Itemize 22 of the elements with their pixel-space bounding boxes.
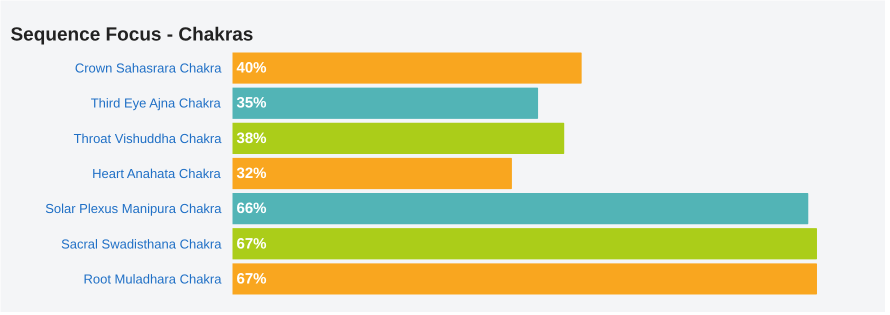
y-tick-label: Third Eye Ajna Chakra <box>90 96 222 111</box>
bar <box>232 228 817 260</box>
chart-title: Sequence Focus - Chakras <box>10 24 254 46</box>
data-label: 40% <box>236 60 267 77</box>
y-tick-label: Solar Plexus Manipura Chakra <box>45 201 222 216</box>
bar <box>232 193 808 224</box>
data-label: 67% <box>236 235 267 252</box>
bar <box>232 122 564 154</box>
data-label: 32% <box>236 165 267 182</box>
bar <box>232 263 817 295</box>
bar <box>232 52 582 84</box>
data-label: 67% <box>236 270 267 288</box>
data-label: 38% <box>236 130 267 147</box>
y-tick-label: Sacral Swadisthana Chakra <box>61 236 222 252</box>
bar <box>232 88 538 119</box>
y-tick-label: Throat Vishuddha Chakra <box>74 130 222 146</box>
y-tick-label: Heart Anahata Chakra <box>92 166 222 181</box>
y-tick-label: Root Muladhara Chakra <box>83 271 222 286</box>
data-label: 66% <box>236 200 267 218</box>
bar <box>232 158 512 190</box>
y-tick-label: Crown Sahasrara Chakra <box>74 60 222 76</box>
data-label: 35% <box>236 94 267 112</box>
